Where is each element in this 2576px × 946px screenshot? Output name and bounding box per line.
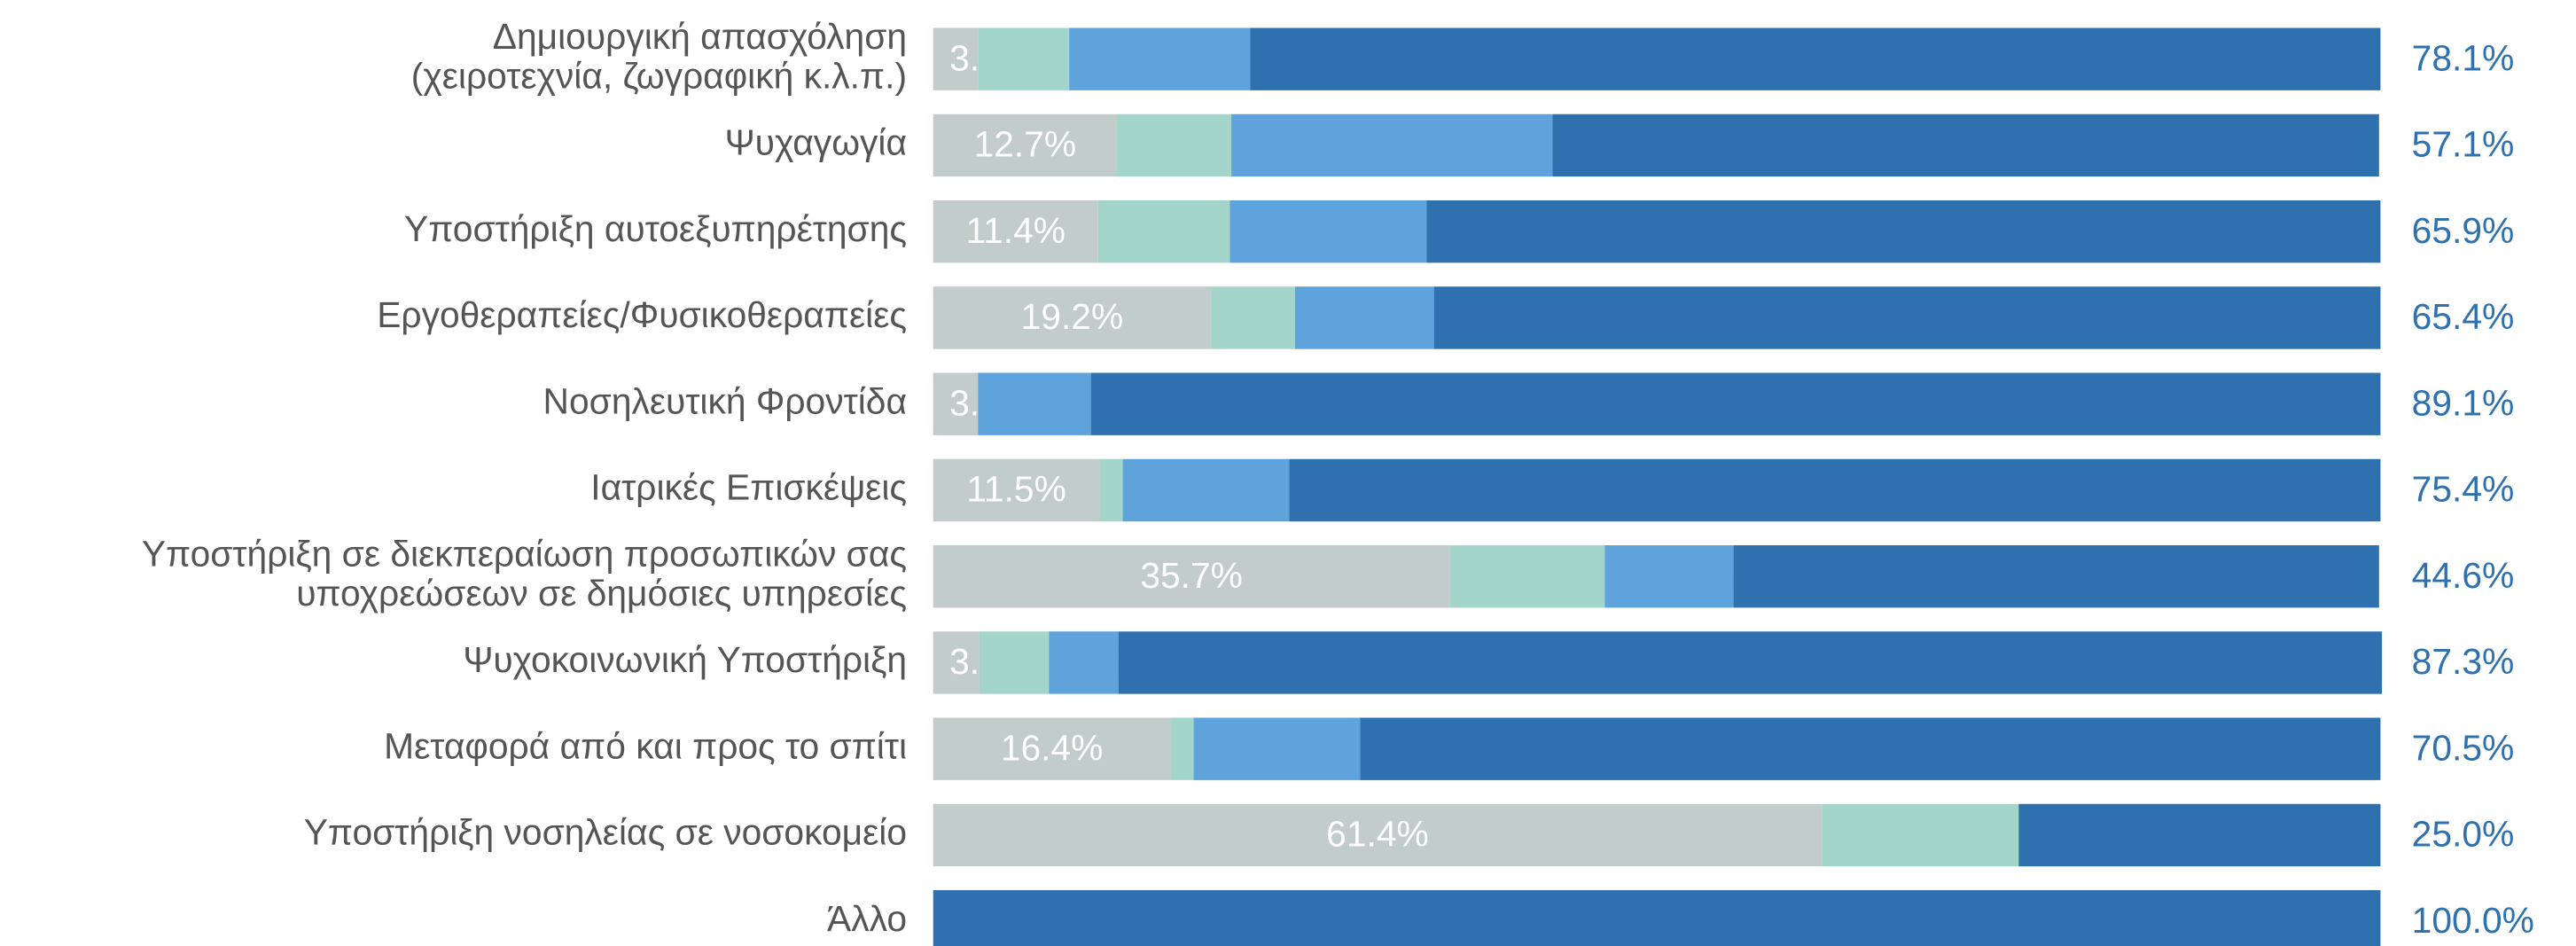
bar-segment [1822,803,2019,867]
bar-segment [1229,199,1427,263]
bar-segment [1294,286,1434,349]
value-label: 19.2% [1021,296,1124,337]
category-label: Υποστήριξη σε διεκπεραίωση προσωπικών σα… [142,534,907,575]
bar-segment [1552,113,2379,177]
bar-segment [1099,458,1123,522]
value-label: 35.7% [1140,555,1243,596]
bar-segment [1231,113,1553,177]
category-label: Νοσηλευτική Φροντίδα [543,380,907,421]
value-label: 75.4% [2412,469,2515,510]
bar-segment [1250,27,2381,90]
category-label: (χειροτεχνία, ζωγραφική κ.λ.π.) [411,56,907,97]
bar-segment [1117,113,1232,177]
value-label: 11.4% [965,210,1066,251]
bar-segment [1049,631,1119,694]
bar-segment [1090,372,2381,435]
category-label: Άλλο [827,898,907,939]
value-label: 25.0% [2412,814,2515,855]
category-label: Ιατρικές Επισκέψεις [590,467,907,508]
bar-segment [1069,27,1251,90]
bar-segment [1097,199,1230,263]
bar-segment [979,631,1050,694]
bar-segment [1360,717,2381,780]
value-label: 100.0% [2412,900,2534,941]
bar-segment [2018,803,2381,867]
value-label: 12.7% [974,124,1077,165]
category-label: υποχρεώσεων σε δημόσιες υπηρεσίες [296,573,907,614]
value-label: 44.6% [2412,555,2515,596]
value-label: 87.3% [2412,641,2515,682]
value-label: 65.9% [2412,210,2515,251]
bar-segment [1426,199,2381,263]
bar-segment [1118,631,2383,694]
bar-segment [933,458,1100,522]
value-label: 11.5% [966,469,1066,510]
category-label: Ψυχαγωγία [725,122,907,163]
category-label: Δημιουργική απασχόληση [493,16,907,57]
category-label: Ψυχοκοινωνική Υποστήριξη [463,639,907,680]
category-label: Μεταφορά από και προς το σπίτι [384,725,907,766]
bar-segment [1449,545,1605,608]
bar-segment [933,286,1212,349]
bar-segment [978,27,1070,90]
value-label: 70.5% [2412,727,2515,768]
category-label: Εργοθεραπείες/Φυσικοθεραπείες [377,294,907,335]
bar-segment [933,717,1171,780]
value-label: 57.1% [2412,124,2515,165]
bar-segment [933,803,1823,867]
value-label: 78.1% [2412,37,2515,78]
bar-segment [1211,286,1295,349]
bar-segment [978,372,1091,435]
bar-segment [933,631,980,694]
bar-segment [1604,545,1734,608]
bar-segment [1289,458,2381,522]
bar-segment [933,113,1118,177]
value-label: 89.1% [2412,382,2515,423]
bar-segment [1170,717,1194,780]
bar-segment [933,545,1450,608]
bar-segment [933,199,1098,263]
bar-segment [933,27,979,90]
value-label: 61.4% [1326,814,1429,855]
bar-segment [1433,286,2381,349]
bar-segment [1193,717,1361,780]
bar-segment [1733,545,2379,608]
bar-segment [1122,458,1290,522]
bar-segment [933,890,2381,946]
bar-segment [933,372,979,435]
category-label: Υποστήριξη νοσηλείας σε νοσοκομείο [304,812,907,853]
category-label: Υποστήριξη αυτοεξυπηρέτησης [404,208,907,249]
value-label: 65.4% [2412,296,2515,337]
value-label: 16.4% [1001,727,1104,768]
